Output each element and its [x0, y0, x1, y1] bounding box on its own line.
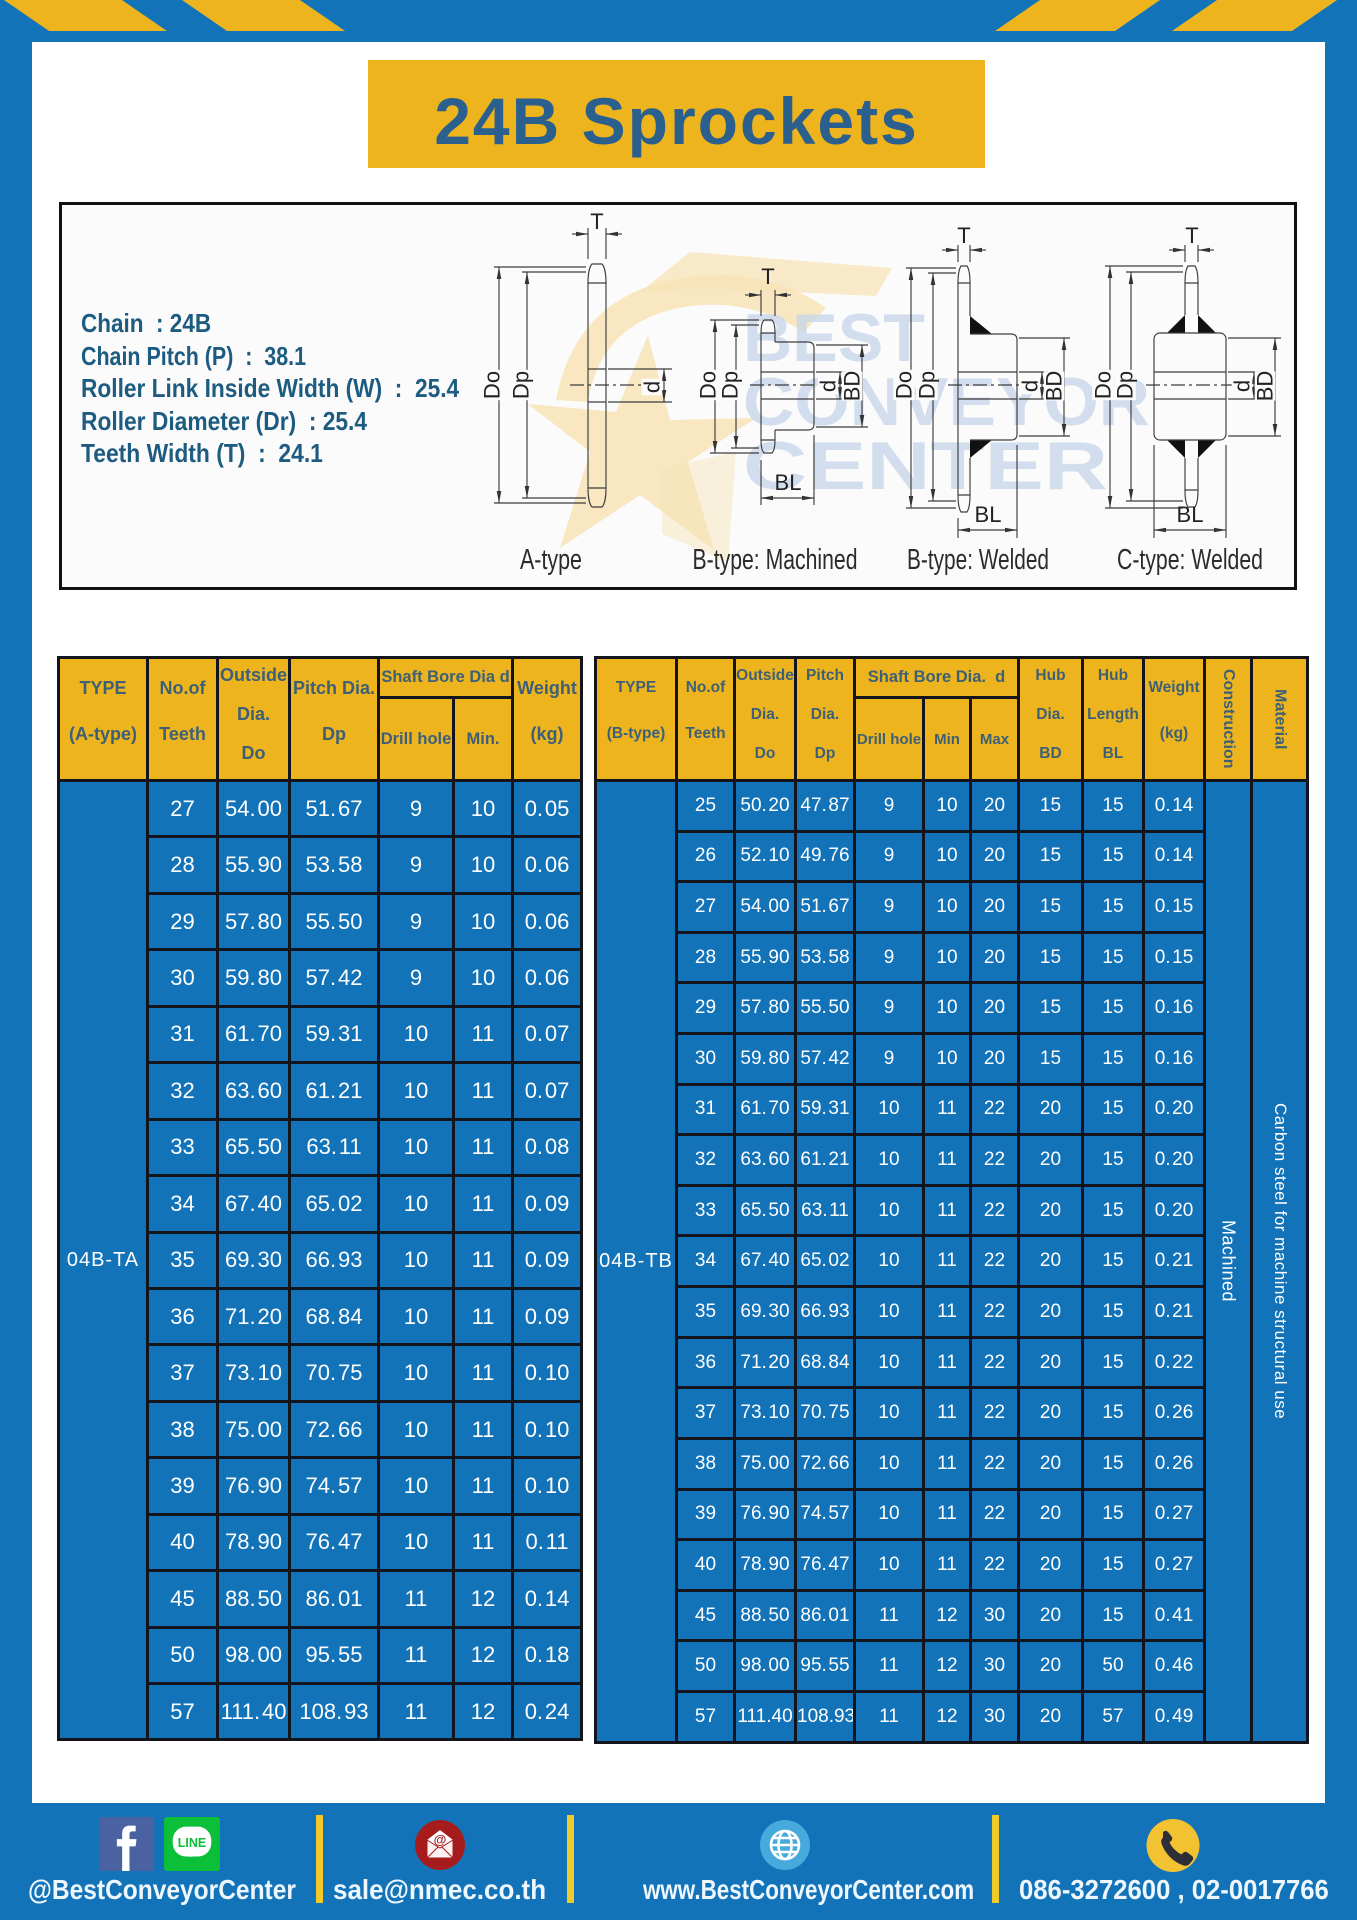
svg-text:Dp: Dp [718, 371, 743, 399]
svg-text:Dp: Dp [509, 371, 534, 399]
svg-text:T: T [590, 209, 603, 234]
svg-text:T: T [761, 264, 774, 289]
svg-text:T: T [957, 223, 970, 248]
svg-text:BD: BD [1042, 371, 1067, 402]
svg-text:BL: BL [775, 470, 802, 495]
svg-text:LINE: LINE [178, 1836, 207, 1850]
svg-text:BD: BD [1253, 371, 1278, 402]
svg-text:Dp: Dp [915, 371, 940, 399]
svg-text:BD: BD [840, 371, 865, 402]
svg-text:d: d [1018, 380, 1043, 392]
svg-text:BEST: BEST [743, 300, 925, 376]
svg-text:A-type: A-type [520, 544, 582, 576]
svg-text:Do: Do [892, 371, 917, 399]
svg-text:Do: Do [480, 371, 505, 399]
svg-text:BL: BL [1177, 502, 1204, 527]
svg-text:d: d [816, 380, 841, 392]
svg-text:Do: Do [1091, 371, 1116, 399]
svg-text:@: @ [434, 1832, 447, 1847]
svg-text:d: d [640, 381, 665, 393]
svg-text:B-type: Welded: B-type: Welded [907, 544, 1049, 576]
svg-text:T: T [1185, 223, 1198, 248]
svg-text:B-type: Machined: B-type: Machined [693, 544, 858, 576]
svg-text:Dp: Dp [1113, 371, 1138, 399]
svg-text:Do: Do [696, 371, 721, 399]
svg-text:BL: BL [975, 502, 1002, 527]
svg-text:d: d [1230, 380, 1255, 392]
svg-text:C-type: Welded: C-type: Welded [1117, 544, 1263, 576]
svg-text:CONVEYOR: CONVEYOR [743, 364, 1150, 440]
svg-text:CENTER: CENTER [743, 428, 1108, 504]
